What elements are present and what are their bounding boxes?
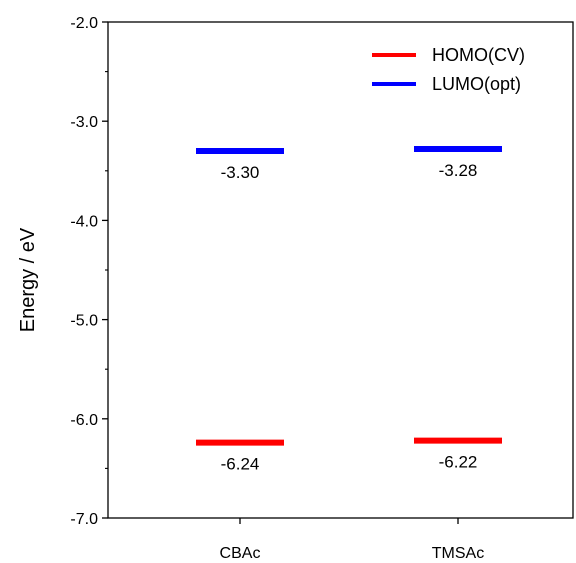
energy-value-label: -6.22	[439, 453, 478, 472]
y-tick-label: -5.0	[70, 313, 98, 330]
y-tick-label: -3.0	[70, 114, 98, 131]
energy-value-label: -3.28	[439, 161, 478, 180]
legend-label: LUMO(opt)	[432, 74, 521, 94]
y-tick-label: -6.0	[70, 412, 98, 429]
y-axis-ticks: -2.0 -3.0 -4.0 -5.0 -6.0 -7.0	[70, 15, 108, 528]
x-tick-label: TMSAc	[432, 545, 484, 562]
y-tick-label: -7.0	[70, 511, 98, 528]
legend: HOMO(CV) LUMO(opt)	[372, 45, 525, 94]
y-tick-label: -2.0	[70, 15, 98, 32]
y-axis-label: Energy / eV	[17, 227, 39, 332]
y-tick-label: -4.0	[70, 213, 98, 230]
energy-value-label: -6.24	[221, 455, 260, 474]
plot-frame	[107, 21, 574, 519]
x-tick-label: CBAc	[220, 545, 261, 562]
energy-value-label: -3.30	[221, 163, 260, 182]
x-axis-ticks: CBAc TMSAc	[220, 518, 484, 562]
legend-label: HOMO(CV)	[432, 45, 525, 65]
energy-levels: -6.24 -6.22 -3.30 -3.28	[196, 145, 502, 474]
